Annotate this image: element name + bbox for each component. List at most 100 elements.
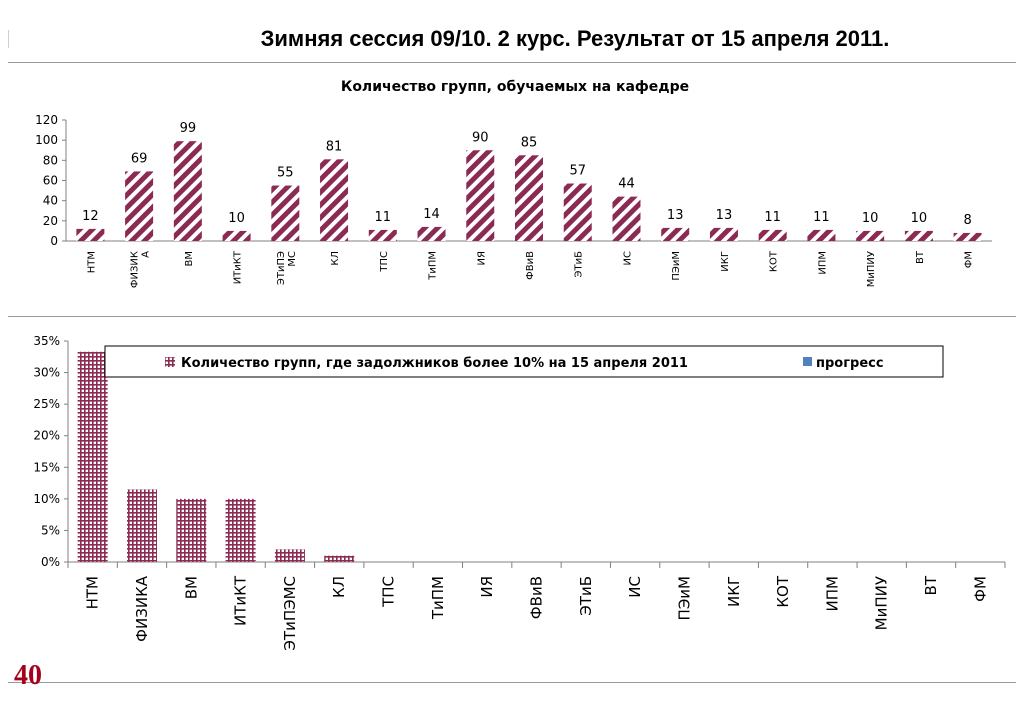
chart1-x-tick-text: ИПМ (817, 251, 828, 275)
chart2-x-tick-label: ЭТиБ (577, 576, 595, 616)
chart1-bar (904, 230, 933, 241)
chart1-bar (709, 227, 738, 241)
chart2-x-tick-label: ПЭиМ (675, 576, 693, 620)
chart1-data-label: 55 (277, 166, 294, 181)
chart1-x-tick-label: ТиПМ (428, 251, 439, 281)
chart1-x-tick-label: КЛ (330, 251, 341, 266)
chart1-bar (856, 230, 885, 241)
chart2-x-tick-label: ИС (626, 576, 644, 598)
chart1-data-label: 13 (716, 208, 733, 223)
chart2-x-tick-label: ТПС (380, 576, 398, 608)
chart2-y-tick-label: 20% (33, 429, 60, 443)
chart1-bar (368, 229, 397, 241)
chart1-x-tick-label: ИПМ (817, 251, 828, 275)
chart2-x-tick-label: ФМ (971, 576, 989, 602)
chart1-x-tick-label: КОТ (769, 250, 780, 272)
chart-divider (8, 316, 1016, 317)
chart1-x-tick-label: МиПИУ (866, 251, 877, 287)
chart1-bar (515, 155, 543, 241)
chart2-x-tick-label: ВМ (182, 576, 200, 599)
chart2-x-tick-label: КОТ (774, 575, 792, 607)
chart1-bar (125, 171, 154, 241)
chart1-bar (612, 196, 641, 241)
chart1-data-label: 10 (228, 211, 245, 226)
chart1-data-label: 11 (764, 210, 781, 225)
chart2-x-tick-label: ИЯ (478, 576, 496, 598)
chart1-x-tick-label: ЭТиБ (574, 251, 585, 278)
slide-number: 40 (14, 660, 42, 691)
chart1-x-tick-text: ИКГ (720, 251, 731, 272)
legend-swatch-debtors (165, 357, 175, 367)
chart1-x-tick-text: А (141, 251, 152, 258)
chart2-x-tick-label: ИПМ (823, 576, 841, 611)
chart1-y-tick-label: 20 (43, 214, 58, 228)
chart2-x-tick-label: ЭТиПЭМС (281, 576, 299, 651)
chart2-x-tick-label: ФИЗИКА (133, 575, 151, 642)
chart1-data-label: 10 (862, 211, 879, 226)
chart1-x-tick-text: МиПИУ (866, 251, 877, 287)
chart2-legend: Количество групп, где задолжников более … (104, 345, 944, 378)
chart2-x-tick-label: МиПИУ (873, 576, 891, 630)
chart1-data-label: 90 (472, 130, 489, 145)
chart1-y-tick-label: 120 (35, 113, 58, 127)
chart1-x-tick-text: ВТ (915, 250, 926, 264)
chart1-bar (320, 159, 349, 241)
chart1-x-tick-text: ЭТиБ (574, 251, 585, 278)
chart1-data-label: 14 (423, 207, 440, 222)
chart1-data-label: 11 (813, 210, 830, 225)
chart2-x-tick-label: ФВиВ (528, 576, 546, 619)
chart2-x-tick-label: ВТ (922, 575, 940, 595)
chart1-y-tick-label: 100 (35, 133, 58, 147)
chart1-x-tick-label: ИЯ (476, 251, 487, 265)
legend-box (104, 345, 944, 378)
chart1-y-tick-label: 60 (43, 174, 58, 188)
chart2-bar-debtors (176, 498, 207, 562)
chart1-x-tick-text: ФИЗИК (130, 251, 141, 288)
chart1-x-tick-label: ПЭиМ (671, 251, 682, 281)
chart2-x-tick-label: НТМ (84, 576, 102, 609)
chart1-data-label: 13 (667, 208, 684, 223)
chart1-x-tick-text: ТПС (379, 251, 390, 273)
chart2-bar-debtors (225, 498, 256, 562)
legend-label-debtors: Количество групп, где задолжников более … (181, 356, 688, 371)
chart1-x-tick-text: НТМ (86, 251, 97, 273)
chart1-bar (417, 226, 446, 241)
chart2-y-tick-label: 25% (33, 397, 60, 411)
chart1-x-tick-label: ВМ (184, 251, 195, 267)
chart2-x-tick-label: ИКГ (725, 576, 743, 607)
chart1-data-label: 44 (618, 177, 635, 192)
chart1-x-tick-text: МС (287, 251, 298, 267)
slide-title: Зимняя сессия 09/10. 2 курс. Результат о… (260, 26, 890, 51)
chart2-y-tick-label: 35% (33, 334, 60, 348)
chart1-x-tick-text: ПЭиМ (671, 251, 682, 281)
chart2-x-tick-label: ТиПМ (429, 576, 447, 620)
chart1-data-label: 57 (569, 164, 586, 179)
chart1-x-tick-text: ИЯ (476, 251, 487, 265)
chart1-y-tick-label: 80 (43, 153, 58, 167)
chart1-x-tick-text: ИС (622, 251, 633, 265)
chart2-y-tick-label: 30% (33, 366, 60, 380)
title-divider-tick (8, 30, 9, 48)
chart2-bar-debtors (77, 351, 108, 562)
chart1-x-tick-text: ФМ (964, 251, 975, 268)
chart1-x-tick-label: ФИЗИК А (130, 251, 152, 288)
chart1-x-tick-label: ФМ (964, 251, 975, 268)
chart1-x-tick-label: ТПС (379, 251, 390, 273)
chart1-x-tick-text: ВМ (184, 251, 195, 267)
chart1-data-label: 11 (375, 210, 392, 225)
chart2-x-tick-label: ИТиКТ (232, 575, 250, 626)
chart1-y-tick-label: 0 (50, 234, 58, 248)
chart1-bar (222, 230, 251, 241)
bottom-divider (8, 682, 1016, 683)
chart1-data-label: 85 (521, 135, 538, 150)
chart1-bar (173, 141, 202, 241)
chart1-data-label: 10 (911, 211, 928, 226)
chart1-y-tick-label: 40 (43, 194, 58, 208)
chart1-data-label: 81 (326, 139, 343, 154)
chart1-x-tick-label: ЭТиПЭ МС (276, 251, 298, 285)
chart1-x-tick-label: ФВиВ (525, 251, 536, 280)
legend-label-progress: прогресс (816, 356, 884, 371)
chart1-data-label: 8 (963, 213, 971, 228)
chart1-bar (76, 228, 105, 241)
